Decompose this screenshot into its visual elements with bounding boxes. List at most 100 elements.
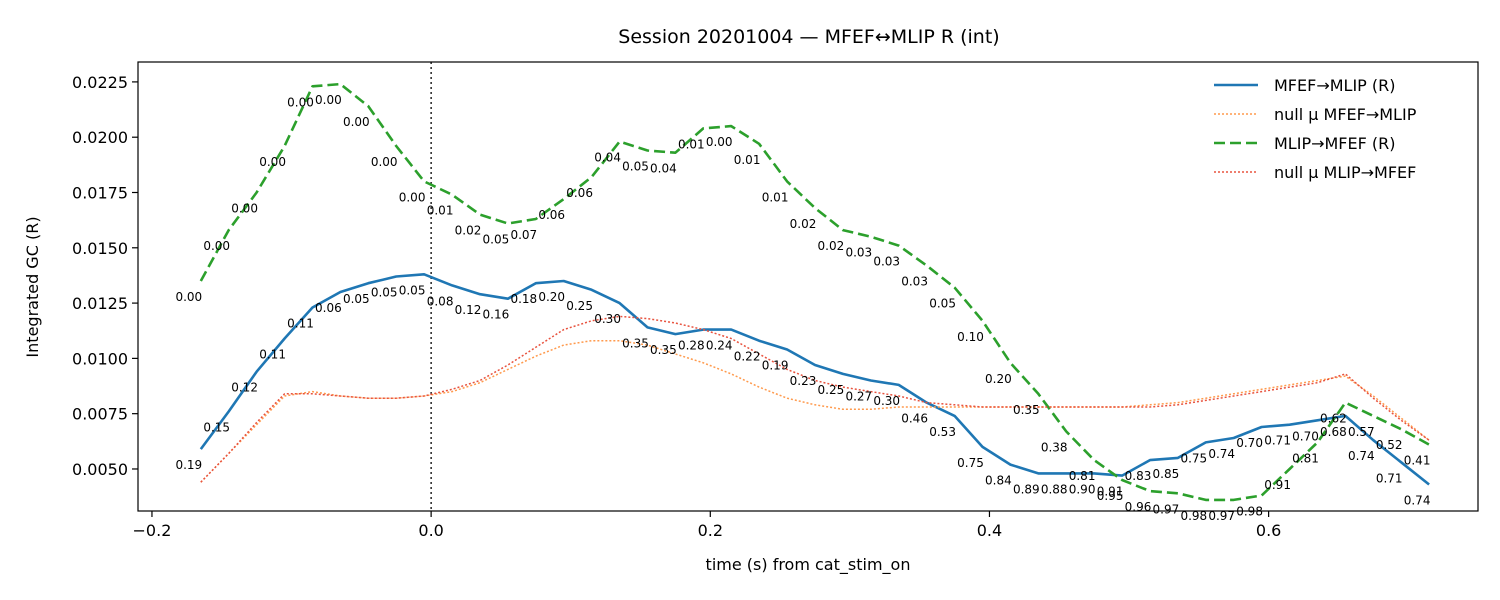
p-value-label: 0.00 (343, 115, 370, 129)
p-value-label: 0.97 (1208, 509, 1235, 523)
legend-label-2: MLIP→MFEF (R) (1274, 134, 1396, 153)
x-tick-label: 0.2 (698, 521, 723, 540)
x-tick-label: 0.4 (977, 521, 1002, 540)
y-tick-label: 0.0075 (72, 405, 128, 424)
p-value-label: 0.95 (1097, 489, 1124, 503)
p-value-label: 0.27 (845, 390, 872, 404)
p-value-label: 0.71 (1376, 471, 1403, 485)
p-value-label: 0.00 (287, 95, 314, 109)
p-value-label: 0.74 (1348, 449, 1375, 463)
series-line-1 (200, 339, 1430, 483)
p-value-label: 0.71 (1264, 434, 1291, 448)
legend-label-1: null μ MFEF→MLIP (1274, 105, 1417, 124)
p-value-label: 0.00 (231, 202, 258, 216)
p-value-label: 0.07 (510, 228, 537, 242)
plot-frame (137, 61, 1479, 512)
p-value-label: 0.88 (1041, 482, 1068, 496)
p-value-label: 0.96 (1125, 500, 1152, 514)
p-value-label: 0.00 (175, 290, 202, 304)
x-tick-label: 0.6 (1256, 521, 1281, 540)
series-line-0 (199, 272, 1430, 486)
p-value-label: 0.11 (287, 317, 314, 331)
p-value-label: 0.05 (343, 292, 370, 306)
y-tick-label: 0.0050 (72, 460, 128, 479)
p-value-label: 0.19 (762, 359, 789, 373)
p-value-label: 0.00 (399, 190, 426, 204)
p-value-label: 0.74 (1208, 447, 1235, 461)
y-tick-label: 0.0225 (72, 73, 128, 92)
p-value-label: 0.46 (901, 412, 928, 426)
p-value-label: 0.16 (483, 308, 510, 322)
p-value-label: 0.91 (1097, 485, 1124, 499)
p-value-label: 0.89 (1013, 482, 1040, 496)
p-value-label: 0.20 (985, 372, 1012, 386)
p-value-label: 0.20 (538, 290, 565, 304)
p-value-label: 0.02 (455, 224, 482, 238)
p-value-label: 0.98 (1180, 509, 1207, 523)
x-tick-label: 0.0 (418, 521, 443, 540)
p-value-label: 0.00 (315, 93, 342, 107)
p-value-label: 0.04 (594, 151, 621, 165)
p-value-label: 0.53 (929, 425, 956, 439)
p-value-label: 0.68 (1320, 425, 1347, 439)
p-value-label: 0.15 (203, 421, 230, 435)
series-line-2 (199, 82, 1430, 502)
p-value-label: 0.01 (678, 137, 705, 151)
p-value-label: 0.97 (1153, 502, 1180, 516)
p-value-label: 0.06 (538, 208, 565, 222)
p-value-label: 0.90 (1069, 482, 1096, 496)
y-tick-label: 0.0125 (72, 294, 128, 313)
y-tick-label: 0.0175 (72, 183, 128, 202)
p-value-label: 0.57 (1348, 425, 1375, 439)
p-value-label: 0.25 (818, 383, 845, 397)
p-value-label: 0.18 (510, 292, 537, 306)
p-value-label: 0.05 (399, 283, 426, 297)
p-value-label: 0.05 (483, 233, 510, 247)
p-value-label: 0.01 (427, 204, 454, 218)
p-value-label: 0.03 (845, 246, 872, 260)
p-value-label: 0.12 (455, 303, 482, 317)
p-value-label: 0.01 (734, 153, 761, 167)
p-value-label: 0.11 (259, 348, 286, 362)
series-line-3 (200, 315, 1430, 483)
p-value-label: 0.62 (1320, 412, 1347, 426)
p-value-label: 0.05 (622, 160, 649, 174)
p-value-label: 0.22 (734, 350, 761, 364)
p-value-label: 0.81 (1292, 451, 1319, 465)
p-value-label: 0.30 (594, 312, 621, 326)
p-value-label: 0.28 (678, 339, 705, 353)
p-value-label: 0.00 (203, 239, 230, 253)
p-value-label: 0.02 (818, 239, 845, 253)
p-value-label: 0.05 (929, 297, 956, 311)
p-value-label: 0.35 (622, 336, 649, 350)
p-value-label: 0.35 (1013, 403, 1040, 417)
p-value-label: 0.23 (790, 374, 817, 388)
p-value-label: 0.75 (1180, 451, 1207, 465)
p-value-label: 0.04 (650, 162, 677, 176)
y-axis-title: Integrated GC (R) (23, 216, 42, 357)
p-value-label: 0.81 (1069, 469, 1096, 483)
p-value-label: 0.41 (1404, 454, 1431, 468)
p-value-label: 0.19 (175, 458, 202, 472)
p-value-label: 0.03 (901, 275, 928, 289)
p-value-label: 0.35 (650, 343, 677, 357)
p-value-label: 0.85 (1153, 467, 1180, 481)
axes: −0.2 0.0 0.2 0.4 0.6 0.0050 0.0075 0.0100 0.0125… (72, 73, 1281, 540)
x-axis-title: time (s) from cat_stim_on (706, 555, 911, 575)
p-value-label: 0.00 (259, 155, 286, 169)
p-value-label: 0.01 (762, 190, 789, 204)
y-tick-label: 0.0100 (72, 349, 128, 368)
p-value-label: 0.02 (790, 217, 817, 231)
p-value-label: 0.70 (1236, 436, 1263, 450)
p-value-label: 0.38 (1041, 440, 1068, 454)
y-tick-label: 0.0200 (72, 128, 128, 147)
p-value-label: 0.74 (1404, 494, 1431, 508)
p-value-label: 0.05 (371, 286, 398, 300)
legend-label-3: null μ MLIP→MFEF (1274, 163, 1416, 182)
p-value-label: 0.06 (315, 301, 342, 315)
p-value-label: 0.75 (957, 456, 984, 470)
p-value-label: 0.91 (1264, 478, 1291, 492)
p-value-label: 0.25 (566, 299, 593, 313)
